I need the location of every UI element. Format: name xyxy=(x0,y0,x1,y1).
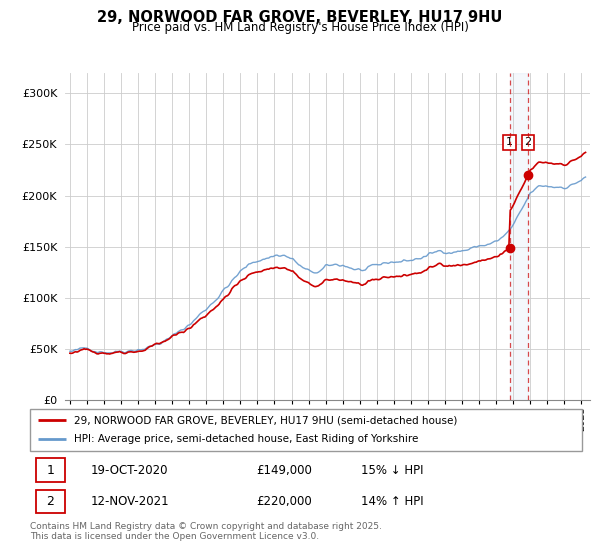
Text: 2: 2 xyxy=(46,495,55,508)
Text: 29, NORWOOD FAR GROVE, BEVERLEY, HU17 9HU (semi-detached house): 29, NORWOOD FAR GROVE, BEVERLEY, HU17 9H… xyxy=(74,415,458,425)
Text: £149,000: £149,000 xyxy=(256,464,312,477)
Bar xyxy=(35,489,65,514)
Bar xyxy=(35,458,65,482)
Text: Price paid vs. HM Land Registry's House Price Index (HPI): Price paid vs. HM Land Registry's House … xyxy=(131,21,469,34)
Text: 14% ↑ HPI: 14% ↑ HPI xyxy=(361,495,424,508)
Text: 2: 2 xyxy=(524,137,532,147)
Text: £220,000: £220,000 xyxy=(256,495,312,508)
Bar xyxy=(509,73,528,400)
Text: 1: 1 xyxy=(506,137,513,147)
Text: 12-NOV-2021: 12-NOV-2021 xyxy=(91,495,169,508)
Text: 29, NORWOOD FAR GROVE, BEVERLEY, HU17 9HU: 29, NORWOOD FAR GROVE, BEVERLEY, HU17 9H… xyxy=(97,10,503,25)
Text: 19-OCT-2020: 19-OCT-2020 xyxy=(91,464,168,477)
Text: 1: 1 xyxy=(46,464,55,477)
Text: HPI: Average price, semi-detached house, East Riding of Yorkshire: HPI: Average price, semi-detached house,… xyxy=(74,435,419,445)
Text: 15% ↓ HPI: 15% ↓ HPI xyxy=(361,464,424,477)
Text: Contains HM Land Registry data © Crown copyright and database right 2025.
This d: Contains HM Land Registry data © Crown c… xyxy=(30,522,382,542)
